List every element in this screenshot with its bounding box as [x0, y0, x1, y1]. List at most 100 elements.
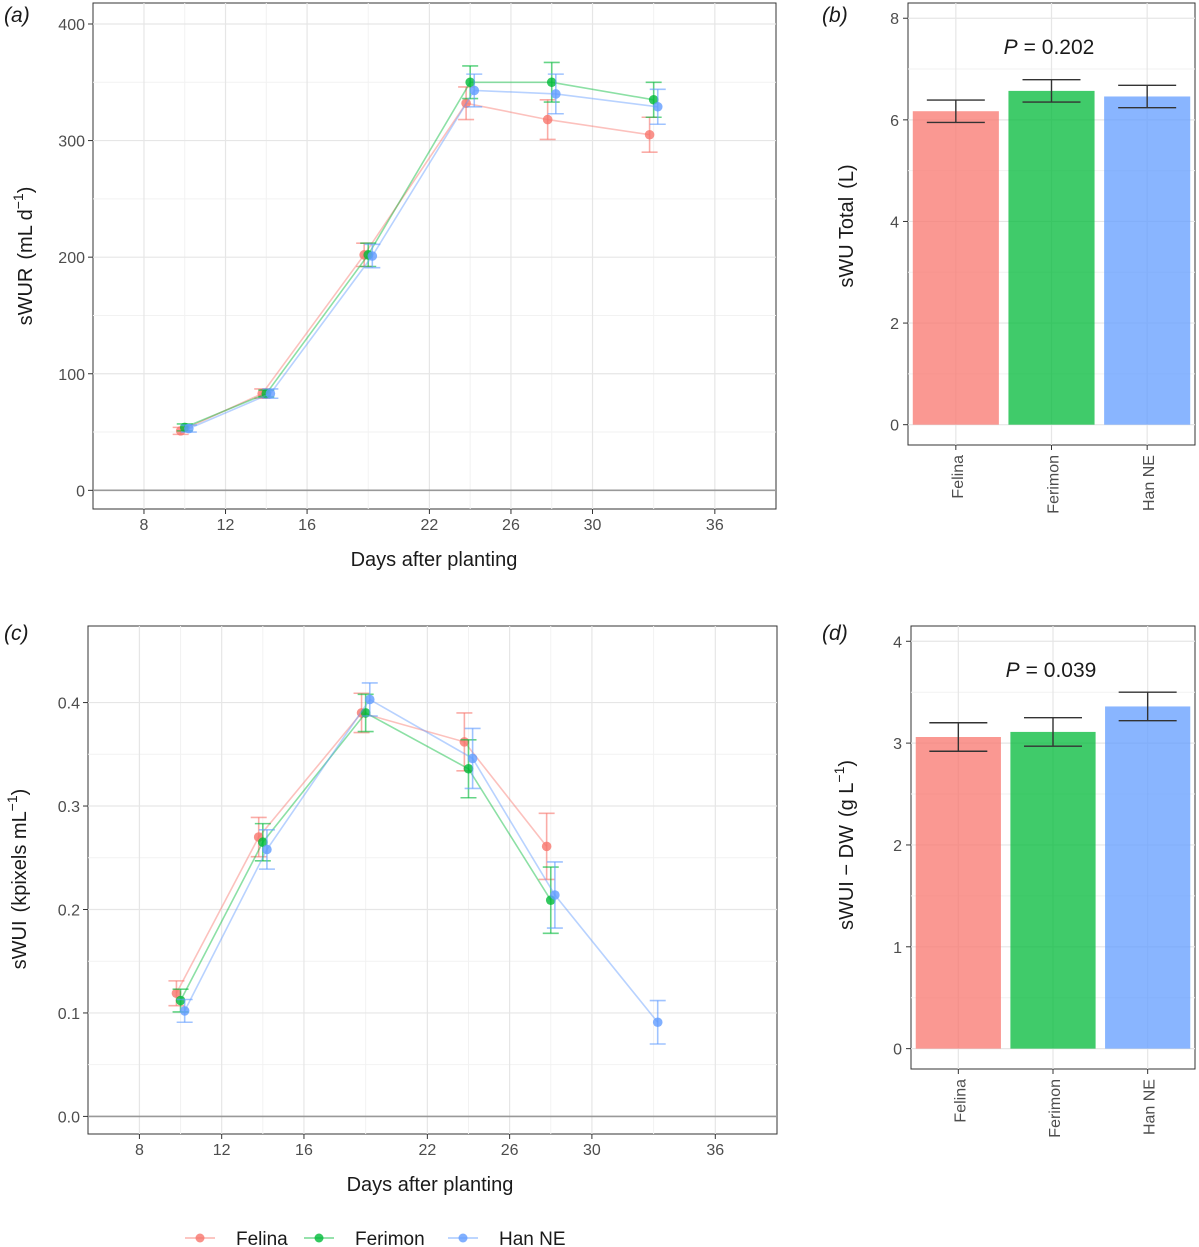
panel-b-ytick-label: 0: [890, 418, 899, 435]
panel-c-point-felina: [541, 841, 552, 852]
panel-d-ytick-label: 0: [893, 1042, 902, 1059]
panel-a-xtick-label: 26: [502, 517, 520, 534]
panel-b-xtick-label: Han NE: [1141, 455, 1158, 511]
panel-d-bar-ferimon: [1010, 731, 1096, 1049]
panel-a-point-han-ne: [184, 423, 194, 434]
panel-a-xtick-label: 36: [706, 517, 724, 534]
panel-c-point-han-ne: [467, 753, 478, 764]
panel-b-bar-felina: [912, 111, 999, 425]
panel-c-point-felina: [171, 988, 182, 999]
panel-d-ytick-label: 1: [893, 940, 902, 957]
panel-a-point-felina: [542, 114, 553, 125]
panel-b-ytick-label: 4: [890, 214, 899, 231]
panel-c-point-han-ne: [652, 1017, 663, 1028]
panel-a-point-han-ne: [469, 85, 480, 96]
panel-b-p-value: P = 0.202: [1004, 36, 1095, 59]
panel-a-xlabel: Days after planting: [351, 549, 518, 571]
panel-c-xtick-label: 30: [583, 1142, 601, 1159]
panel-c-frame: [87, 625, 778, 1135]
panel-d-ylabel: sWUI − DW(g L−1): [831, 760, 858, 930]
panel-a-ytick-label: 100: [58, 367, 85, 384]
legend-label: Ferimon: [355, 1229, 425, 1247]
panel-a-point-ferimon: [648, 94, 659, 105]
panel-a-point-ferimon: [465, 77, 475, 88]
panel-a-frame: [92, 2, 777, 510]
panel-d-p-value: P = 0.039: [1006, 659, 1097, 682]
panel-label-d: (d): [822, 622, 848, 645]
panel-b-ytick-label: 2: [890, 316, 899, 333]
panel-c-point-han-ne: [364, 694, 375, 705]
marks-layer: [168, 61, 1191, 1049]
panel-c-point-han-ne: [550, 890, 560, 900]
legend-label: Felina: [236, 1229, 288, 1247]
panel-a-point-han-ne: [551, 89, 561, 99]
panel-d-ytick-label: 3: [893, 736, 902, 753]
panel-c-xtick-label: 22: [418, 1142, 436, 1159]
panel-a-point-han-ne: [367, 251, 378, 261]
panel-a-xtick-label: 22: [421, 517, 439, 534]
panel-c-xlabel: Days after planting: [347, 1174, 514, 1196]
panel-c-ytick-label: 0.3: [58, 799, 80, 816]
panel-c-point-han-ne: [179, 1006, 190, 1016]
panel-label-c: (c): [4, 622, 29, 645]
legend-item-felina: Felina: [185, 1229, 288, 1247]
panel-a-ylabel: sWUR(mL d−1): [10, 187, 37, 326]
panel-b-xtick-label: Felina: [950, 455, 967, 499]
panel-c-ytick-label: 0.4: [58, 696, 80, 713]
panel-c-xtick-label: 12: [213, 1142, 231, 1159]
panel-c-xtick-label: 26: [501, 1142, 519, 1159]
legend-swatch-point: [458, 1233, 468, 1243]
panel-a-xtick-label: 12: [217, 517, 235, 534]
panel-c-ylabel: sWUI(kpixels mL−1): [4, 789, 31, 970]
panel-d-bar-felina: [915, 737, 1001, 1049]
panel-a-xtick-label: 8: [140, 517, 149, 534]
panel-a-ytick-label: 400: [58, 17, 85, 34]
panel-c-point-ferimon: [463, 763, 474, 774]
panel-b-ytick-label: 8: [890, 11, 899, 28]
panel-c-ytick-label: 0.0: [58, 1109, 80, 1126]
panel-c-point-ferimon: [175, 995, 186, 1006]
panel-d-xtick-label: Ferimon: [1047, 1079, 1064, 1138]
legend-swatch-point: [195, 1233, 205, 1243]
legend-item-ferimon: Ferimon: [304, 1229, 425, 1247]
panel-d-bar-han-ne: [1105, 706, 1191, 1049]
panel-d-ytick-label: 4: [893, 634, 902, 651]
panel-a-xtick-label: 16: [298, 517, 316, 534]
panel-b-bar-han-ne: [1104, 96, 1191, 425]
legend-swatch-point: [314, 1233, 324, 1243]
panel-c-xtick-label: 16: [295, 1142, 313, 1159]
legend: Felina Ferimon Han NE: [185, 1229, 566, 1247]
panel-d-xtick-label: Felina: [952, 1079, 969, 1123]
panel-c-xtick-label: 8: [135, 1142, 144, 1159]
panel-b-bar-ferimon: [1008, 90, 1095, 425]
legend-item-han-ne: Han NE: [448, 1229, 566, 1247]
panel-a-point-ferimon: [546, 77, 557, 88]
panel-c-point-han-ne: [262, 844, 272, 855]
panel-d-xtick-label: Han NE: [1142, 1079, 1159, 1135]
panel-a-ytick-label: 200: [58, 250, 85, 267]
panel-label-a: (a): [4, 4, 30, 27]
panel-b-ylabel: sWU Total(L): [836, 164, 858, 287]
panel-c-point-ferimon: [258, 837, 268, 848]
panel-b-ytick-label: 6: [890, 113, 899, 130]
panel-d-ytick-label: 2: [893, 838, 902, 855]
panel-a-point-felina: [461, 98, 471, 109]
panel-a-point-han-ne: [265, 388, 276, 399]
panel-a-line-felina: [180, 102, 650, 432]
panel-c-line-han-ne: [183, 698, 659, 1023]
panel-b-xtick-label: Ferimon: [1046, 455, 1063, 514]
panel-a-ytick-label: 300: [58, 134, 85, 151]
panel-a-line-ferimon: [184, 81, 654, 429]
panel-a-ytick-label: 0: [76, 483, 85, 500]
panel-a-xtick-label: 30: [584, 517, 602, 534]
legend-label: Han NE: [499, 1229, 566, 1247]
panel-a-point-han-ne: [652, 101, 663, 112]
panel-c-ytick-label: 0.2: [58, 902, 80, 919]
panel-c-xtick-label: 36: [706, 1142, 724, 1159]
panel-c-ytick-label: 0.1: [58, 1006, 80, 1023]
panel-a-point-felina: [644, 129, 655, 140]
panel-label-b: (b): [822, 4, 848, 27]
panel-a-line-han-ne: [188, 89, 658, 430]
